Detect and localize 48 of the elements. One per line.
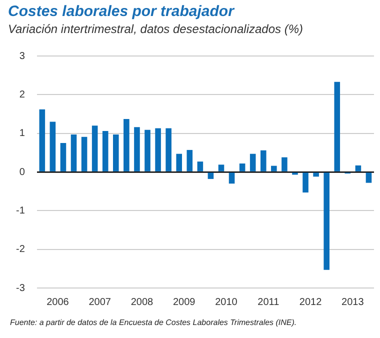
y-tick-label: -2: [16, 244, 26, 256]
bar: [155, 128, 161, 172]
bar: [39, 109, 46, 172]
x-tick-label: 2011: [258, 296, 280, 308]
y-tick-label: 1: [19, 128, 26, 140]
bar: [271, 166, 277, 172]
bar: [228, 172, 235, 184]
x-tick-label: 2007: [88, 296, 112, 308]
x-tick-label: 2013: [342, 296, 364, 308]
bar: [176, 154, 182, 172]
x-tick-label: 2006: [46, 296, 70, 308]
x-tick-label: 2012: [299, 296, 322, 308]
bar: [324, 172, 330, 270]
bar: [92, 126, 98, 172]
bar: [239, 163, 246, 172]
x-tick-label: 2010: [215, 296, 238, 308]
y-tick-label: 2: [19, 89, 26, 100]
bar: [250, 154, 256, 172]
bar: [208, 172, 214, 179]
bar: [218, 164, 224, 172]
bar: [102, 131, 108, 172]
bar: [124, 119, 130, 172]
chart-subtitle: Variación intertrimestral, datos desestacionalizados (%): [8, 22, 304, 36]
bar: [60, 143, 66, 172]
bar: [144, 130, 150, 172]
source-note: Fuente: a partir de datos de la Encuesta de Costes Laborales Trimestrales (INE).: [10, 318, 297, 327]
x-tick-label: 2009: [172, 296, 196, 308]
bar: [302, 172, 308, 192]
bar: [260, 150, 266, 172]
chart-title: Costes laborales por trabajador: [8, 3, 234, 20]
y-tick-label: 0: [19, 166, 26, 178]
bar: [334, 82, 340, 172]
bar: [366, 172, 372, 183]
bar: [355, 165, 362, 172]
bar: [134, 127, 140, 172]
bar: [50, 122, 56, 172]
bar: [197, 162, 204, 172]
bar: [166, 128, 172, 172]
bar: [81, 136, 88, 172]
bar: [113, 134, 119, 172]
y-tick-label: -1: [16, 205, 26, 216]
y-tick-label: 3: [19, 50, 26, 62]
y-tick-label: -3: [16, 282, 26, 294]
bar: [282, 157, 288, 172]
bar: [186, 150, 193, 172]
x-tick-label: 2008: [130, 296, 154, 308]
bar: [313, 172, 319, 177]
bar: [70, 134, 77, 172]
